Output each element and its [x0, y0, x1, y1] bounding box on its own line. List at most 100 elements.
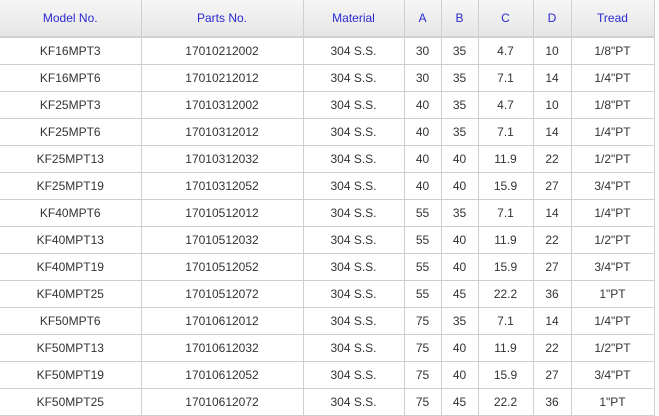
cell-b: 45	[441, 388, 479, 416]
cell-a: 75	[404, 388, 442, 416]
cell-d: 22	[533, 145, 572, 173]
cell-a: 40	[404, 145, 442, 173]
cell-parts-no: 17010312012	[141, 118, 304, 146]
table-row: KF25MPT6 17010312012 304 S.S. 40 35 7.1 14 1/4"…	[0, 118, 655, 146]
cell-tread: 1/8"PT	[571, 91, 655, 119]
cell-parts-no: 17010212012	[141, 64, 304, 92]
cell-material: 304 S.S.	[303, 64, 405, 92]
cell-model-no: KF50MPT19	[0, 361, 142, 389]
cell-c: 15.9	[478, 361, 534, 389]
cell-b: 40	[441, 226, 479, 254]
cell-c: 7.1	[478, 199, 534, 227]
cell-material: 304 S.S.	[303, 388, 405, 416]
cell-c: 22.2	[478, 388, 534, 416]
cell-c: 7.1	[478, 64, 534, 92]
table-row: KF40MPT25 17010512072 304 S.S. 55 45 22.2 36 1"…	[0, 280, 655, 308]
cell-material: 304 S.S.	[303, 172, 405, 200]
cell-b: 35	[441, 64, 479, 92]
cell-model-no: KF50MPT6	[0, 307, 142, 335]
cell-tread: 3/4"PT	[571, 361, 655, 389]
table-row: KF16MPT6 17010212012 304 S.S. 30 35 7.1 14 1/4"…	[0, 64, 655, 92]
cell-material: 304 S.S.	[303, 226, 405, 254]
cell-d: 27	[533, 253, 572, 281]
cell-d: 22	[533, 334, 572, 362]
cell-d: 10	[533, 91, 572, 119]
table-row: KF25MPT3 17010312002 304 S.S. 40 35 4.7 10 1/8"…	[0, 91, 655, 119]
table-row: KF40MPT13 17010512032 304 S.S. 55 40 11.9 22 1/…	[0, 226, 655, 254]
cell-tread: 3/4"PT	[571, 253, 655, 281]
column-header-tread: Tread	[571, 0, 655, 38]
cell-b: 35	[441, 199, 479, 227]
cell-parts-no: 17010612052	[141, 361, 304, 389]
table-row: KF25MPT19 17010312052 304 S.S. 40 40 15.9 27 3/…	[0, 172, 655, 200]
column-header-material: Material	[303, 0, 405, 38]
table-row: KF40MPT19 17010512052 304 S.S. 55 40 15.9 27 3/…	[0, 253, 655, 281]
cell-d: 27	[533, 172, 572, 200]
cell-d: 14	[533, 307, 572, 335]
cell-material: 304 S.S.	[303, 253, 405, 281]
cell-b: 35	[441, 91, 479, 119]
cell-a: 55	[404, 280, 442, 308]
cell-parts-no: 17010312032	[141, 145, 304, 173]
cell-b: 35	[441, 37, 479, 65]
cell-material: 304 S.S.	[303, 334, 405, 362]
column-header-d: D	[533, 0, 572, 38]
cell-tread: 1/4"PT	[571, 64, 655, 92]
cell-parts-no: 17010512032	[141, 226, 304, 254]
cell-b: 35	[441, 307, 479, 335]
table-row: KF50MPT19 17010612052 304 S.S. 75 40 15.9 27 3/…	[0, 361, 655, 389]
cell-tread: 1/4"PT	[571, 118, 655, 146]
cell-tread: 1"PT	[571, 388, 655, 416]
column-header-parts-no: Parts No.	[141, 0, 304, 38]
table-header: Model No. Parts No. Material A B C D Tread	[0, 0, 655, 38]
cell-d: 10	[533, 37, 572, 65]
cell-model-no: KF25MPT19	[0, 172, 142, 200]
cell-tread: 1/4"PT	[571, 199, 655, 227]
cell-tread: 3/4"PT	[571, 172, 655, 200]
cell-material: 304 S.S.	[303, 280, 405, 308]
cell-tread: 1/8"PT	[571, 37, 655, 65]
cell-b: 35	[441, 118, 479, 146]
cell-parts-no: 17010512052	[141, 253, 304, 281]
table-row: KF50MPT6 17010612012 304 S.S. 75 35 7.1 14 1/4"…	[0, 307, 655, 335]
cell-model-no: KF40MPT19	[0, 253, 142, 281]
table-row: KF50MPT25 17010612072 304 S.S. 75 45 22.2 36 1"…	[0, 388, 655, 416]
cell-c: 15.9	[478, 253, 534, 281]
cell-b: 45	[441, 280, 479, 308]
column-header-c: C	[478, 0, 534, 38]
cell-material: 304 S.S.	[303, 118, 405, 146]
cell-c: 11.9	[478, 334, 534, 362]
cell-tread: 1/2"PT	[571, 145, 655, 173]
cell-a: 40	[404, 118, 442, 146]
cell-c: 7.1	[478, 118, 534, 146]
cell-model-no: KF40MPT6	[0, 199, 142, 227]
cell-material: 304 S.S.	[303, 361, 405, 389]
cell-model-no: KF25MPT6	[0, 118, 142, 146]
cell-b: 40	[441, 172, 479, 200]
cell-model-no: KF50MPT25	[0, 388, 142, 416]
cell-a: 55	[404, 253, 442, 281]
cell-c: 4.7	[478, 37, 534, 65]
cell-c: 11.9	[478, 226, 534, 254]
cell-model-no: KF50MPT13	[0, 334, 142, 362]
cell-material: 304 S.S.	[303, 199, 405, 227]
cell-material: 304 S.S.	[303, 145, 405, 173]
cell-material: 304 S.S.	[303, 37, 405, 65]
cell-a: 75	[404, 361, 442, 389]
column-header-a: A	[404, 0, 442, 38]
cell-a: 75	[404, 307, 442, 335]
cell-tread: 1/2"PT	[571, 334, 655, 362]
cell-b: 40	[441, 253, 479, 281]
column-header-model-no: Model No.	[0, 0, 142, 38]
cell-a: 40	[404, 91, 442, 119]
table-row: KF25MPT13 17010312032 304 S.S. 40 40 11.9 22 1/…	[0, 145, 655, 173]
cell-b: 40	[441, 145, 479, 173]
cell-parts-no: 17010612012	[141, 307, 304, 335]
cell-model-no: KF40MPT25	[0, 280, 142, 308]
cell-parts-no: 17010512012	[141, 199, 304, 227]
table-row: KF40MPT6 17010512012 304 S.S. 55 35 7.1 14 1/4"…	[0, 199, 655, 227]
cell-d: 36	[533, 280, 572, 308]
cell-model-no: KF40MPT13	[0, 226, 142, 254]
cell-c: 4.7	[478, 91, 534, 119]
